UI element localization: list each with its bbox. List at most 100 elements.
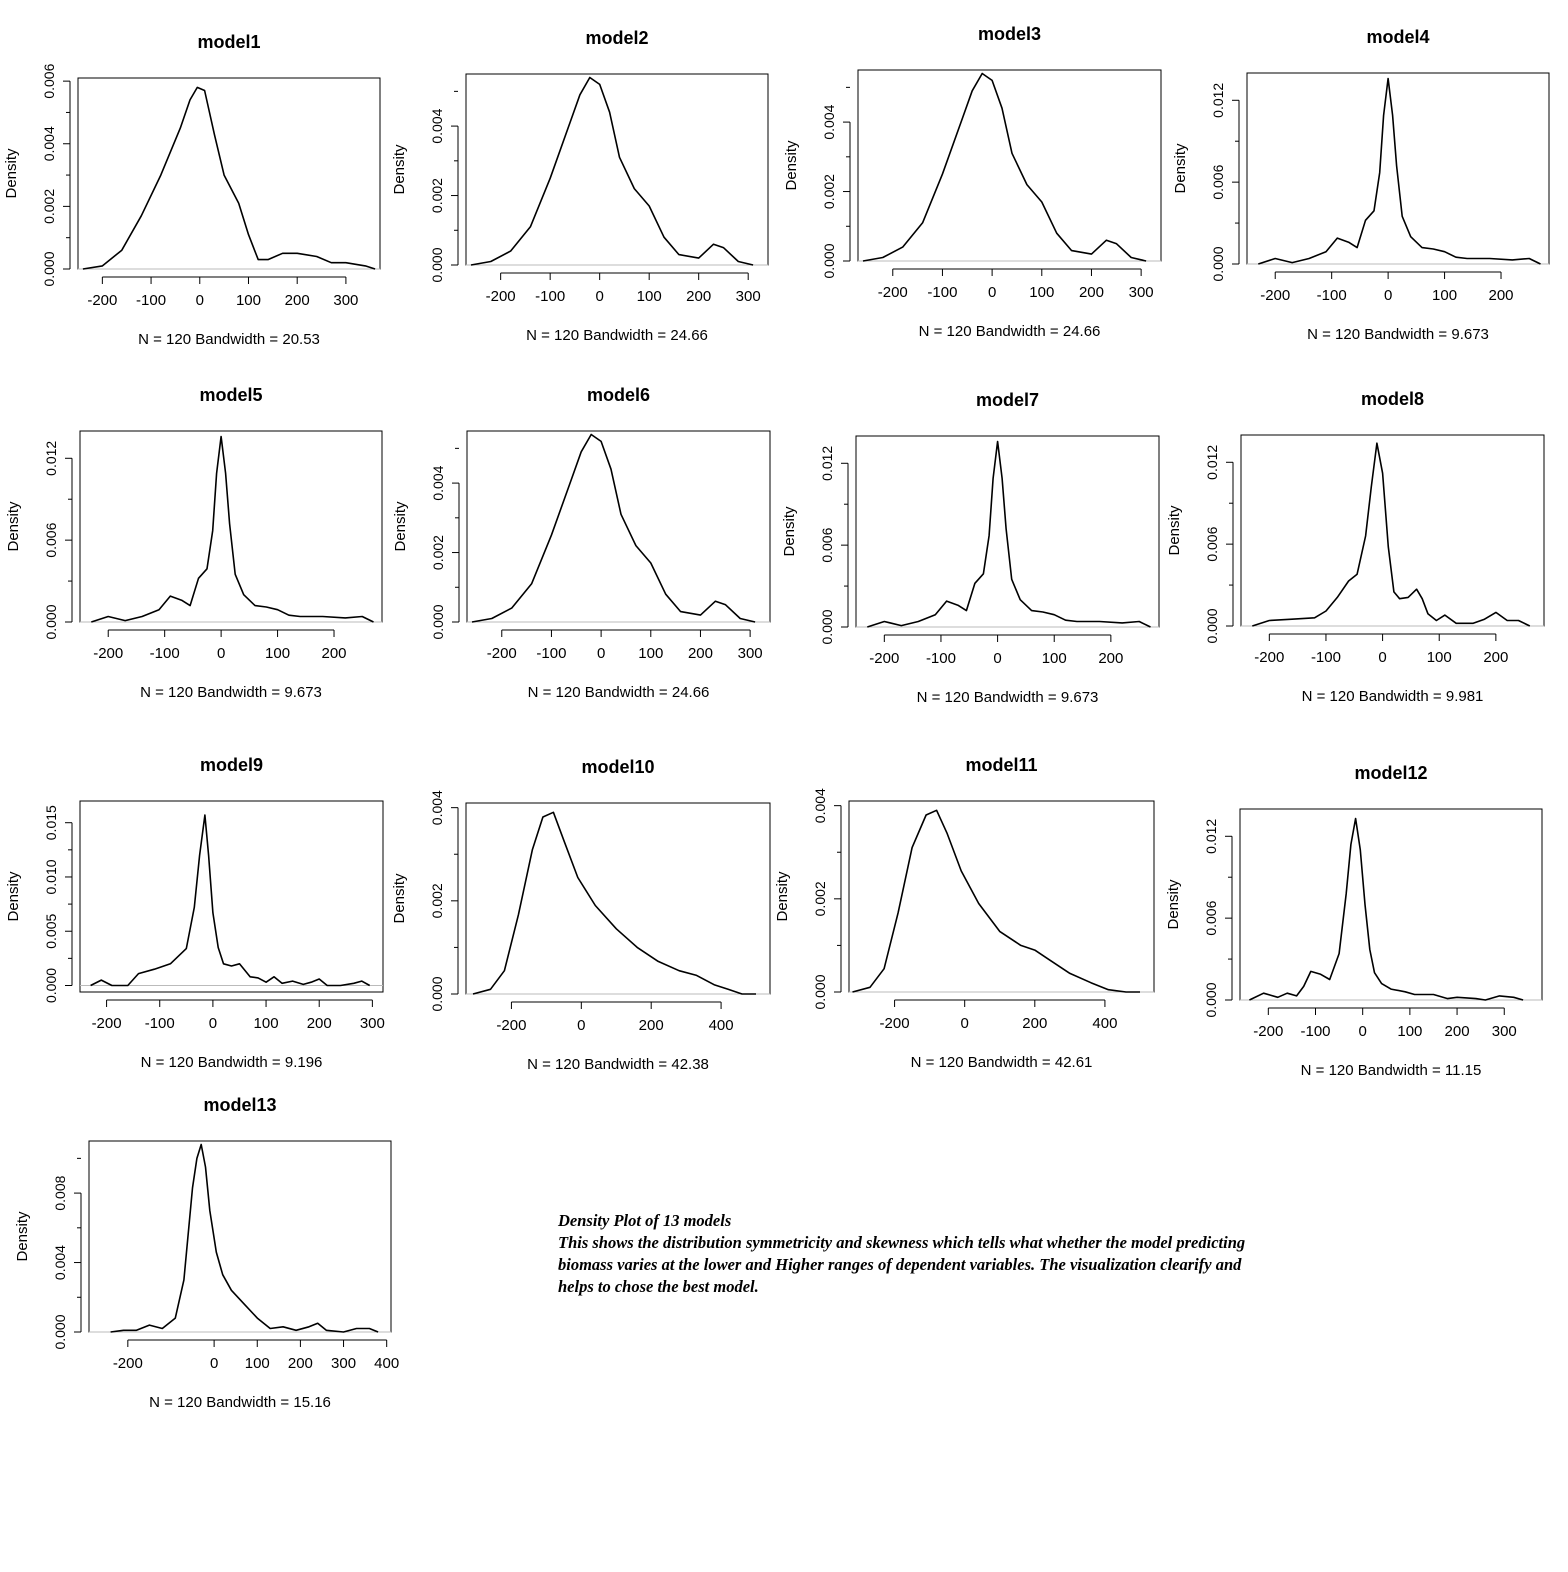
x-tick-label: 300 <box>331 1355 356 1372</box>
chart-title: model6 <box>587 385 650 405</box>
plot-frame <box>848 800 1155 993</box>
y-axis-label: Density <box>3 148 20 199</box>
x-axis-label: N = 120 Bandwidth = 9.196 <box>141 1054 323 1071</box>
panel-model4: model4 -200 -100 0 100 200 N = 120 Bandwidth =… <box>1172 27 1550 343</box>
density-curve <box>1258 77 1541 265</box>
note-line-3: helps to chose the best model. <box>558 1277 759 1296</box>
plot-frame <box>465 73 769 266</box>
plot-frame <box>77 77 381 270</box>
x-tick-label: 300 <box>738 645 763 662</box>
y-tick-label: 0.002 <box>812 881 828 916</box>
x-tick-label: 100 <box>1427 649 1452 666</box>
y-tick-label: 0.000 <box>1210 246 1226 281</box>
plot-frame <box>1239 808 1543 1001</box>
x-tick-label: -200 <box>92 1015 122 1032</box>
x-tick-label: 100 <box>1029 284 1054 301</box>
x-tick-label: 200 <box>688 645 713 662</box>
x-tick-label: 0 <box>210 1355 218 1372</box>
x-tick-label: 0 <box>1359 1023 1367 1040</box>
y-axis-label: Density <box>392 501 409 552</box>
x-tick-label: 200 <box>639 1017 664 1034</box>
x-tick-label: 300 <box>1129 284 1154 301</box>
y-axis-label: Density <box>14 1211 31 1262</box>
y-tick-label: 0.004 <box>52 1245 68 1280</box>
x-tick-label: -200 <box>869 650 899 667</box>
chart-title: model4 <box>1366 27 1429 47</box>
x-axis-label: N = 120 Bandwidth = 24.66 <box>526 327 708 344</box>
panel-model1: model1 -200 -100 0 100 200 300 N = 120 Bandwidt… <box>3 32 381 348</box>
y-tick-label: 0.000 <box>1204 608 1220 643</box>
x-tick-label: 400 <box>374 1355 399 1372</box>
y-tick-label: 0.012 <box>819 446 835 481</box>
y-axis-label: Density <box>774 871 791 922</box>
x-tick-label: 200 <box>1079 284 1104 301</box>
y-tick-label: 0.000 <box>41 251 57 286</box>
x-tick-label: 200 <box>307 1015 332 1032</box>
chart-title: model5 <box>199 385 262 405</box>
x-tick-label: -100 <box>145 1015 175 1032</box>
density-curve <box>471 433 756 623</box>
y-tick-label: 0.008 <box>52 1175 68 1210</box>
y-tick-label: 0.004 <box>41 126 57 161</box>
x-tick-label: 100 <box>254 1015 279 1032</box>
x-tick-label: -100 <box>1317 287 1347 304</box>
x-tick-label: -200 <box>880 1015 910 1032</box>
panel-model2: model2 -200 -100 0 100 200 300 N = 120 Bandwidt… <box>391 28 769 344</box>
panel-model9: model9 -200 -100 0 100 200 300 N = 120 Bandwidt… <box>5 755 385 1071</box>
x-tick-label: -200 <box>878 284 908 301</box>
x-tick-label: -200 <box>1254 649 1284 666</box>
y-axis-label: Density <box>783 140 800 191</box>
x-tick-label: 0 <box>596 288 604 305</box>
x-tick-label: 200 <box>1489 287 1514 304</box>
y-tick-label: 0.000 <box>429 976 445 1011</box>
x-tick-label: 400 <box>709 1017 734 1034</box>
x-tick-label: -200 <box>487 645 517 662</box>
y-tick-label: 0.004 <box>812 788 828 823</box>
x-tick-label: 0 <box>209 1015 217 1032</box>
y-tick-label: 0.000 <box>821 243 837 278</box>
y-tick-label: 0.010 <box>43 859 59 894</box>
plot-frame <box>1246 72 1550 265</box>
x-tick-label: -200 <box>496 1017 526 1034</box>
x-axis-label: N = 120 Bandwidth = 24.66 <box>528 684 710 701</box>
panel-model11: model11 -200 0 200 400 N = 120 Bandwidth = 42… <box>774 755 1155 1071</box>
x-tick-label: -200 <box>486 288 516 305</box>
y-tick-label: 0.006 <box>43 522 59 557</box>
chart-title: model9 <box>200 755 263 775</box>
plot-frame <box>1240 434 1545 627</box>
chart-title: model11 <box>965 755 1037 775</box>
x-tick-label: -200 <box>87 292 117 309</box>
note-line-2: biomass varies at the lower and Higher r… <box>558 1255 1242 1274</box>
density-curve <box>82 86 376 270</box>
x-tick-label: 0 <box>577 1017 585 1034</box>
chart-title: model10 <box>581 757 654 777</box>
y-tick-label: 0.002 <box>41 189 57 224</box>
y-tick-label: 0.002 <box>430 535 446 570</box>
x-axis-label: N = 120 Bandwidth = 20.53 <box>138 331 320 348</box>
panel-model13: model13 -200 0 100 200 300 400 N = 120 Bandwidt… <box>14 1095 399 1411</box>
note-line-1: This shows the distribution symmetricity… <box>558 1233 1246 1252</box>
x-axis-label: N = 120 Bandwidth = 9.673 <box>1307 326 1489 343</box>
y-tick-label: 0.012 <box>1210 83 1226 118</box>
x-tick-label: 100 <box>236 292 261 309</box>
y-tick-label: 0.002 <box>429 883 445 918</box>
x-tick-label: 200 <box>1022 1015 1047 1032</box>
chart-title: model2 <box>585 28 648 48</box>
plot-frame <box>465 802 771 995</box>
x-tick-label: 0 <box>993 650 1001 667</box>
x-tick-label: 300 <box>360 1015 385 1032</box>
y-tick-label: 0.000 <box>429 247 445 282</box>
y-tick-label: 0.012 <box>43 441 59 476</box>
panel-model7: model7 -200 -100 0 100 200 N = 120 Bandwidth =… <box>781 390 1160 706</box>
y-tick-label: 0.002 <box>821 174 837 209</box>
x-tick-label: 200 <box>1483 649 1508 666</box>
x-tick-label: -100 <box>535 288 565 305</box>
panel-model10: model10 -200 0 200 400 N = 120 Bandwidth = 42… <box>391 757 771 1073</box>
panel-model12: model12 -200 -100 0 100 200 300 N = 120 Bandwid… <box>1165 763 1543 1079</box>
panel-model8: model8 -200 -100 0 100 200 N = 120 Bandwidth =… <box>1166 389 1545 705</box>
y-axis-label: Density <box>781 506 798 557</box>
plot-frame <box>88 1140 392 1333</box>
y-tick-label: 0.012 <box>1203 819 1219 854</box>
figure-note: Density Plot of 13 models This shows the… <box>558 1210 1388 1298</box>
